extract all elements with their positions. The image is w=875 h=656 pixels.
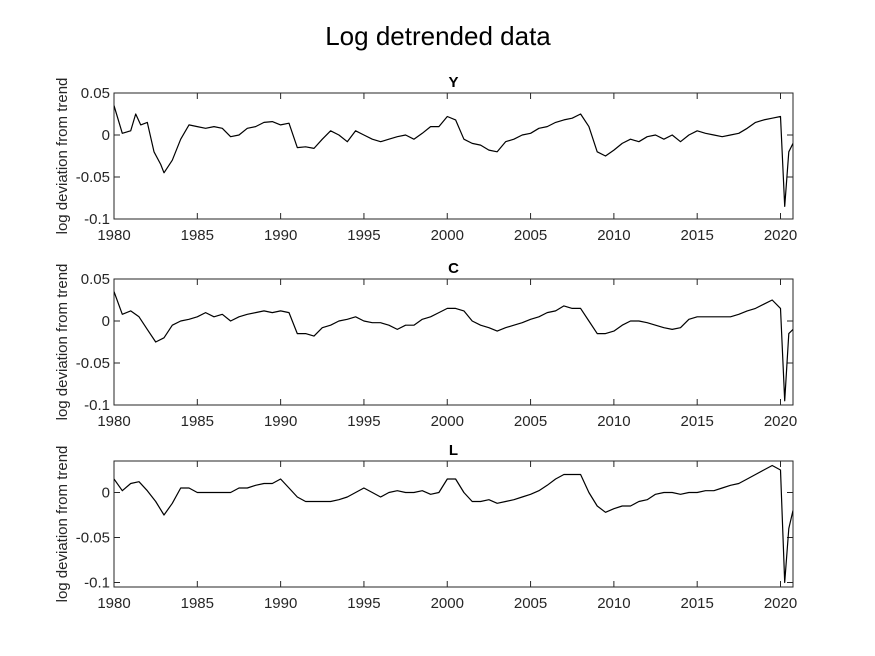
x-tick-label: 2005 — [514, 413, 547, 430]
y-tick-label: 0.05 — [81, 85, 110, 102]
x-tick-label: 1985 — [181, 227, 214, 244]
subplot-title: L — [449, 442, 458, 459]
x-tick-label: 1990 — [264, 227, 297, 244]
y-axis-label: log deviation from trend — [54, 446, 71, 603]
series-line — [114, 105, 793, 207]
x-tick-label: 2020 — [764, 595, 797, 612]
subplot-title: C — [448, 260, 459, 277]
y-tick-label: 0 — [102, 485, 110, 502]
x-tick-label: 2005 — [514, 595, 547, 612]
x-tick-label: 2020 — [764, 227, 797, 244]
y-tick-label: 0.05 — [81, 271, 110, 288]
y-tick-label: -0.05 — [76, 355, 110, 372]
figure-title: Log detrended data — [325, 21, 551, 51]
x-tick-label: 1985 — [181, 595, 214, 612]
x-tick-label: 2000 — [431, 595, 464, 612]
y-axis-label: log deviation from trend — [54, 78, 71, 235]
y-tick-label: -0.1 — [84, 211, 110, 228]
x-tick-label: 1990 — [264, 413, 297, 430]
x-tick-label: 2015 — [681, 595, 714, 612]
x-tick-label: 2015 — [681, 227, 714, 244]
x-tick-label: 2000 — [431, 413, 464, 430]
x-tick-label: 2000 — [431, 227, 464, 244]
x-tick-label: 2020 — [764, 413, 797, 430]
x-tick-label: 2010 — [597, 595, 630, 612]
x-tick-label: 1995 — [347, 595, 380, 612]
axis-box — [113, 278, 794, 406]
x-tick-label: 2010 — [597, 413, 630, 430]
x-tick-label: 2005 — [514, 227, 547, 244]
axis-box — [113, 460, 794, 588]
x-tick-label: 1995 — [347, 227, 380, 244]
series-line — [114, 464, 793, 584]
y-axis-label: log deviation from trend — [54, 264, 71, 421]
series-line — [114, 291, 793, 402]
x-tick-label: 1980 — [97, 413, 130, 430]
y-tick-label: -0.1 — [84, 575, 110, 592]
x-tick-label: 1990 — [264, 595, 297, 612]
y-tick-label: -0.1 — [84, 397, 110, 414]
x-tick-label: 2015 — [681, 413, 714, 430]
axis-box — [113, 92, 794, 220]
subplot-title: Y — [448, 74, 458, 91]
y-tick-label: -0.05 — [76, 530, 110, 547]
y-tick-label: 0 — [102, 313, 110, 330]
y-tick-label: 0 — [102, 127, 110, 144]
y-tick-label: -0.05 — [76, 169, 110, 186]
x-tick-label: 1995 — [347, 413, 380, 430]
x-tick-label: 2010 — [597, 227, 630, 244]
x-tick-label: 1980 — [97, 227, 130, 244]
x-tick-label: 1985 — [181, 413, 214, 430]
x-tick-label: 1980 — [97, 595, 130, 612]
